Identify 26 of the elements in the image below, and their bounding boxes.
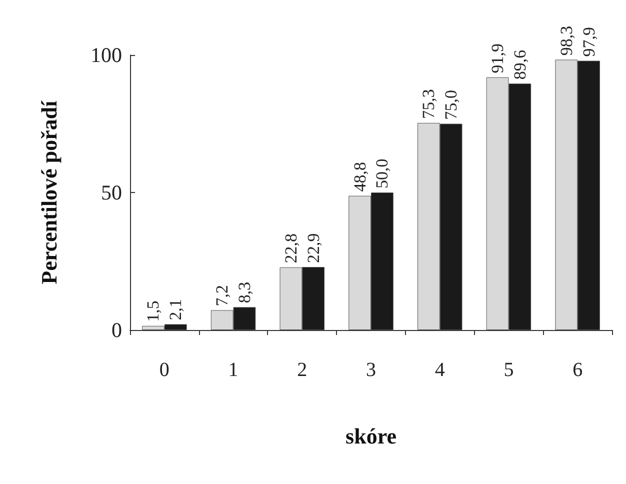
x-tick-label: 4	[434, 359, 445, 381]
data-label: 2,1	[166, 298, 186, 320]
data-label: 22,8	[281, 234, 300, 264]
y-axis-title: Percentilové pořadí	[36, 100, 62, 284]
data-label: 1,5	[144, 300, 163, 322]
x-tick-label: 3	[366, 359, 376, 381]
data-label: 91,9	[488, 44, 508, 74]
x-tick-label: 2	[297, 359, 308, 381]
x-tick-label: 6	[572, 359, 583, 381]
data-label: 98,3	[556, 26, 576, 56]
x-tick-label: 1	[228, 359, 238, 381]
data-label: 75,0	[442, 90, 461, 120]
data-label: 8,3	[234, 282, 254, 304]
x-tick-label: 5	[504, 359, 514, 381]
data-label: 7,2	[212, 284, 232, 306]
y-tick-label: 0	[112, 318, 122, 342]
data-label: 89,6	[510, 50, 530, 80]
data-label: 50,0	[372, 158, 392, 188]
data-label: 22,9	[304, 233, 323, 264]
x-tick-label: 0	[159, 359, 170, 381]
data-label: 48,8	[350, 162, 370, 192]
data-label: 97,9	[579, 27, 598, 57]
y-tick-label: 100	[90, 43, 122, 67]
data-label: 75,3	[419, 89, 438, 119]
x-axis-title: skóre	[346, 424, 397, 448]
y-tick-label: 50	[101, 180, 122, 204]
